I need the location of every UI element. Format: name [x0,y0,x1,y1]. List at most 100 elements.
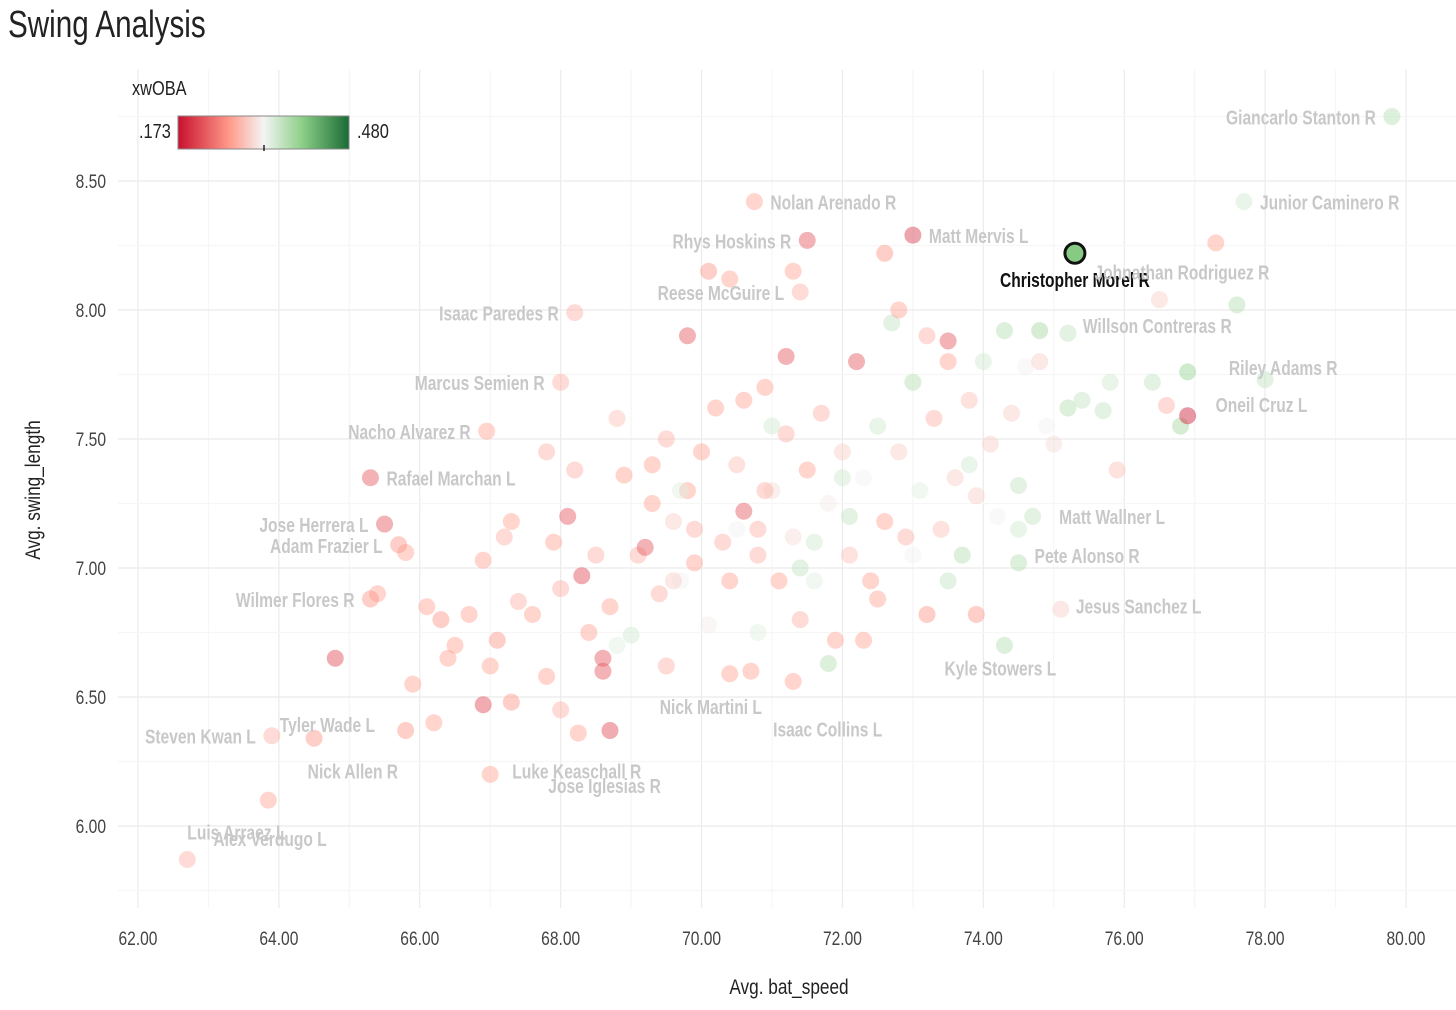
labeled-point[interactable] [1179,407,1197,425]
scatter-point[interactable] [862,572,880,590]
scatter-point[interactable] [552,701,570,719]
scatter-point[interactable] [749,546,767,564]
scatter-point[interactable] [890,301,908,319]
scatter-point[interactable] [1101,373,1119,391]
scatter-point[interactable] [791,559,809,577]
scatter-point[interactable] [509,593,527,611]
scatter-point[interactable] [693,443,711,461]
scatter-point[interactable] [1010,520,1028,538]
labeled-point[interactable] [1383,108,1401,125]
scatter-point[interactable] [1059,399,1077,417]
scatter-point[interactable] [918,327,936,345]
scatter-point[interactable] [749,520,767,538]
scatter-point[interactable] [305,729,323,747]
scatter-point[interactable] [601,598,619,616]
scatter-point[interactable] [1038,417,1056,435]
scatter-point[interactable] [749,624,767,641]
scatter-point[interactable] [446,636,464,654]
scatter-point[interactable] [974,353,992,371]
scatter-point[interactable] [939,572,957,590]
scatter-point[interactable] [657,657,675,675]
scatter-point[interactable] [1207,234,1225,252]
scatter-point[interactable] [615,466,633,484]
highlighted-point[interactable] [1063,241,1087,265]
scatter-point[interactable] [643,495,661,512]
labeled-point[interactable] [745,193,763,211]
labeled-point[interactable] [478,422,496,440]
scatter-point[interactable] [819,495,837,512]
labeled-point[interactable] [481,765,499,783]
scatter-point[interactable] [495,528,513,546]
scatter-point[interactable] [538,443,556,461]
scatter-point[interactable] [855,469,873,487]
scatter-point[interactable] [594,662,612,680]
scatter-point[interactable] [1024,507,1042,525]
scatter-point[interactable] [805,533,823,551]
labeled-point[interactable] [552,373,570,391]
scatter-point[interactable] [904,546,922,564]
scatter-point[interactable] [594,649,612,667]
scatter-point[interactable] [728,456,746,474]
scatter-point[interactable] [418,598,436,616]
scatter-point[interactable] [545,533,563,551]
scatter-point[interactable] [369,585,387,603]
scatter-point[interactable] [432,611,450,629]
scatter-point[interactable] [608,409,626,427]
scatter-point[interactable] [805,572,823,590]
scatter-point[interactable] [1003,404,1021,422]
labeled-point[interactable] [1235,193,1253,211]
scatter-point[interactable] [502,693,520,711]
scatter-point[interactable] [784,528,802,546]
scatter-point[interactable] [1172,417,1190,435]
scatter-point[interactable] [876,513,894,531]
scatter-point[interactable] [721,572,739,590]
scatter-point[interactable] [721,270,739,288]
scatter-point[interactable] [629,546,647,564]
scatter-point[interactable] [848,353,866,371]
scatter-point[interactable] [897,528,915,546]
scatter-point[interactable] [756,378,774,396]
scatter-point[interactable] [756,482,774,500]
scatter-point[interactable] [502,513,520,531]
labeled-point[interactable] [397,722,415,740]
scatter-point[interactable] [819,654,837,672]
scatter-point[interactable] [678,482,696,500]
scatter-point[interactable] [833,443,851,461]
labeled-point[interactable] [791,283,809,301]
labeled-point[interactable] [1010,554,1028,572]
scatter-point[interactable] [918,605,936,623]
labeled-point[interactable] [178,851,196,869]
scatter-point[interactable] [474,696,492,714]
scatter-point[interactable] [798,461,816,479]
scatter-point[interactable] [657,430,675,448]
scatter-point[interactable] [932,520,950,538]
scatter-point[interactable] [911,482,929,500]
labeled-point[interactable] [798,231,816,249]
scatter-point[interactable] [967,487,985,505]
scatter-point[interactable] [523,605,541,623]
scatter-point[interactable] [1031,353,1049,371]
scatter-point[interactable] [833,469,851,487]
scatter-point[interactable] [481,657,499,675]
scatter-point[interactable] [700,616,718,634]
labeled-point[interactable] [1059,324,1077,342]
scatter-point[interactable] [566,461,584,479]
scatter-point[interactable] [601,722,619,740]
scatter-point[interactable] [1179,363,1197,381]
labeled-point[interactable] [361,590,379,608]
scatter-point[interactable] [791,611,809,629]
scatter-point[interactable] [784,262,802,280]
scatter-point[interactable] [960,391,978,409]
scatter-point[interactable] [840,546,858,564]
scatter-point[interactable] [1010,476,1028,494]
scatter-point[interactable] [869,590,887,608]
scatter-point[interactable] [664,572,682,590]
scatter-point[interactable] [904,373,922,391]
scatter-point[interactable] [981,435,999,453]
scatter-point[interactable] [671,572,689,590]
scatter-point[interactable] [608,636,626,654]
labeled-point[interactable] [995,636,1013,654]
scatter-point[interactable] [728,520,746,538]
scatter-point[interactable] [939,332,957,350]
scatter-point[interactable] [960,456,978,474]
